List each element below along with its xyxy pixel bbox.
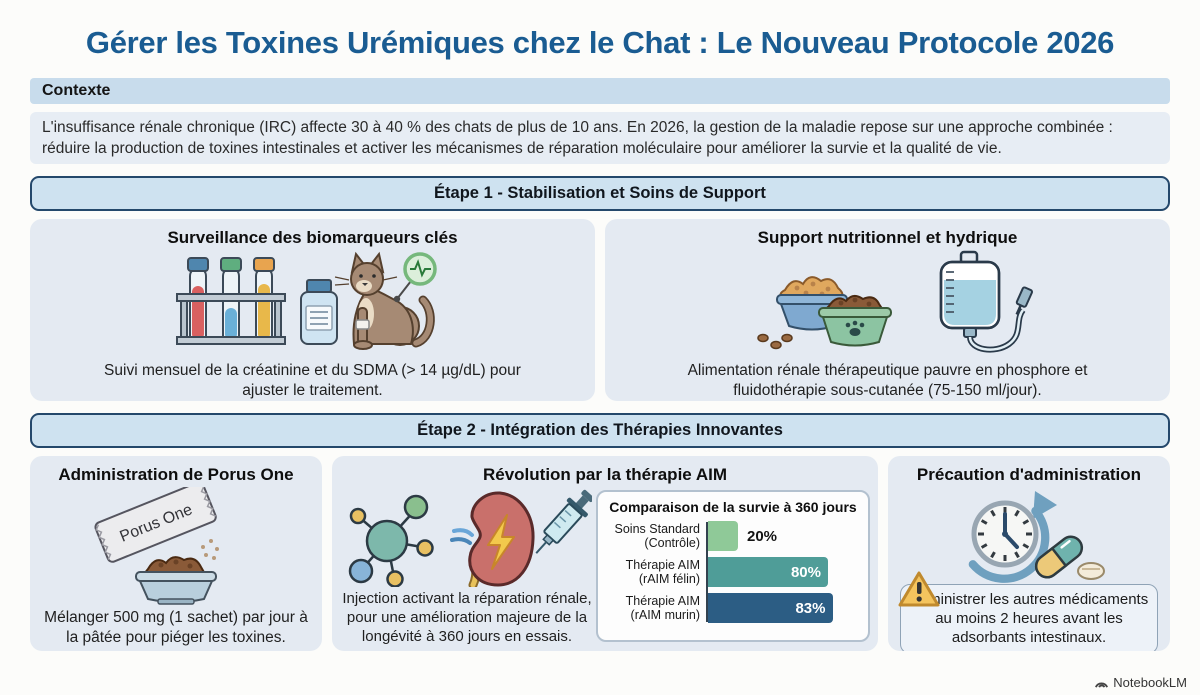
notebooklm-icon (1095, 682, 1109, 688)
warning-text: Administrer les autres médicaments au mo… (909, 591, 1149, 646)
infographic-page: Gérer les Toxines Urémiques chez le Chat… (0, 25, 1200, 695)
card-biomarkers-caption: Suivi mensuel de la créatinine et du SDM… (104, 362, 521, 399)
card-porus-caption: Mélanger 500 mg (1 sachet) par jour à la… (44, 609, 308, 646)
chart-row: Thérapie AIM (rAIM murin) 83% (608, 593, 858, 623)
porus-illustration: Porus One (94, 487, 219, 605)
card-biomarkers-title: Surveillance des biomarqueurs clés (167, 228, 458, 247)
watermark-text: NotebookLM (1113, 675, 1187, 690)
card-nutrition-title: Support nutritionnel et hydrique (757, 228, 1018, 247)
page-title: Gérer les Toxines Urémiques chez le Chat… (85, 25, 1115, 60)
pill-icon (1077, 562, 1105, 580)
clock-timer-icon (968, 491, 1057, 583)
iv-fluid-bag-icon (939, 250, 1033, 353)
card-porus-title: Administration de Porus One (58, 465, 294, 484)
kidney-icon (450, 491, 535, 587)
chart-row: Thérapie AIM (rAIM félin) 80% (608, 557, 858, 587)
chart-bar (708, 521, 738, 551)
test-tube-rack-icon (175, 257, 286, 345)
chart-category-label: Thérapie AIM (rAIM félin) (625, 558, 700, 586)
card-biomarkers: Surveillance des biomarqueurs clés (30, 219, 595, 401)
chart-value-label: 83% (795, 599, 826, 617)
context-paragraph: L'insuffisance rénale chronique (IRC) af… (30, 112, 1170, 164)
food-bowls-icon (756, 276, 892, 350)
card-aim-caption: Injection activant la réparation rénale,… (342, 590, 592, 645)
chart-bar-area: 20% (708, 521, 858, 551)
precaution-illustration (968, 491, 1105, 583)
aim-left-column: Injection activant la réparation rénale,… (338, 487, 596, 646)
survival-chart-panel: Comparaison de la survie à 360 jours Soi… (596, 490, 870, 642)
nutrition-illustration (756, 250, 1033, 353)
step1-cards-row: Surveillance des biomarqueurs clés (30, 219, 1170, 401)
warning-box: Administrer les autres médicaments au mo… (898, 571, 1158, 651)
card-precaution-title: Précaution d'administration (916, 465, 1142, 484)
biomarkers-illustration (175, 251, 437, 350)
capsule-icon (1034, 535, 1084, 579)
step2-cards-row: Administration de Porus One Porus One (30, 456, 1170, 651)
chart-category-label: Soins Standard (Contrôle) (614, 522, 700, 550)
chart-bar-area: 83% (708, 593, 858, 623)
chart-bar-area: 80% (708, 557, 858, 587)
syringe-icon (535, 489, 592, 554)
card-nutrition-caption: Alimentation rénale thérapeutique pauvre… (687, 362, 1088, 399)
cat-with-monitor-icon (334, 251, 437, 350)
granules (201, 539, 219, 560)
chart-body: Soins Standard (Contrôle) 20% Thérapie AIM… (608, 521, 858, 623)
chart-bar: 80% (708, 557, 828, 587)
aim-card-body: Injection activant la réparation rénale,… (332, 485, 878, 646)
warning-triangle-icon (897, 569, 941, 614)
chart-axis-line (706, 522, 708, 622)
card-aim-title: Révolution par la thérapie AIM (482, 465, 728, 484)
chart-value-label: 20% (747, 527, 778, 545)
chart-rows: Soins Standard (Contrôle) 20% Thérapie AIM… (608, 521, 858, 623)
food-bowl-icon (135, 556, 217, 605)
molecule-icon (348, 494, 434, 587)
context-section-header: Contexte (30, 78, 1170, 104)
card-precaution: Précaution d'administration (888, 456, 1170, 651)
watermark: NotebookLM (1094, 675, 1187, 690)
chart-value-label: 80% (790, 563, 821, 581)
chart-row: Soins Standard (Contrôle) 20% (608, 521, 858, 551)
sample-bottle-icon (299, 279, 338, 345)
card-porus-one: Administration de Porus One Porus One (30, 456, 322, 651)
card-aim-therapy: Révolution par la thérapie AIM (332, 456, 878, 651)
chart-bar: 83% (708, 593, 833, 623)
step1-header: Étape 1 - Stabilisation et Soins de Supp… (30, 176, 1170, 211)
aim-illustration (348, 489, 592, 587)
porus-one-sachet-icon: Porus One (94, 487, 217, 563)
chart-title: Comparaison de la survie à 360 jours (609, 499, 857, 515)
chart-category-label: Thérapie AIM (rAIM murin) (625, 594, 700, 622)
card-nutrition: Support nutritionnel et hydrique (605, 219, 1170, 401)
step2-header: Étape 2 - Intégration des Thérapies Inno… (30, 413, 1170, 448)
